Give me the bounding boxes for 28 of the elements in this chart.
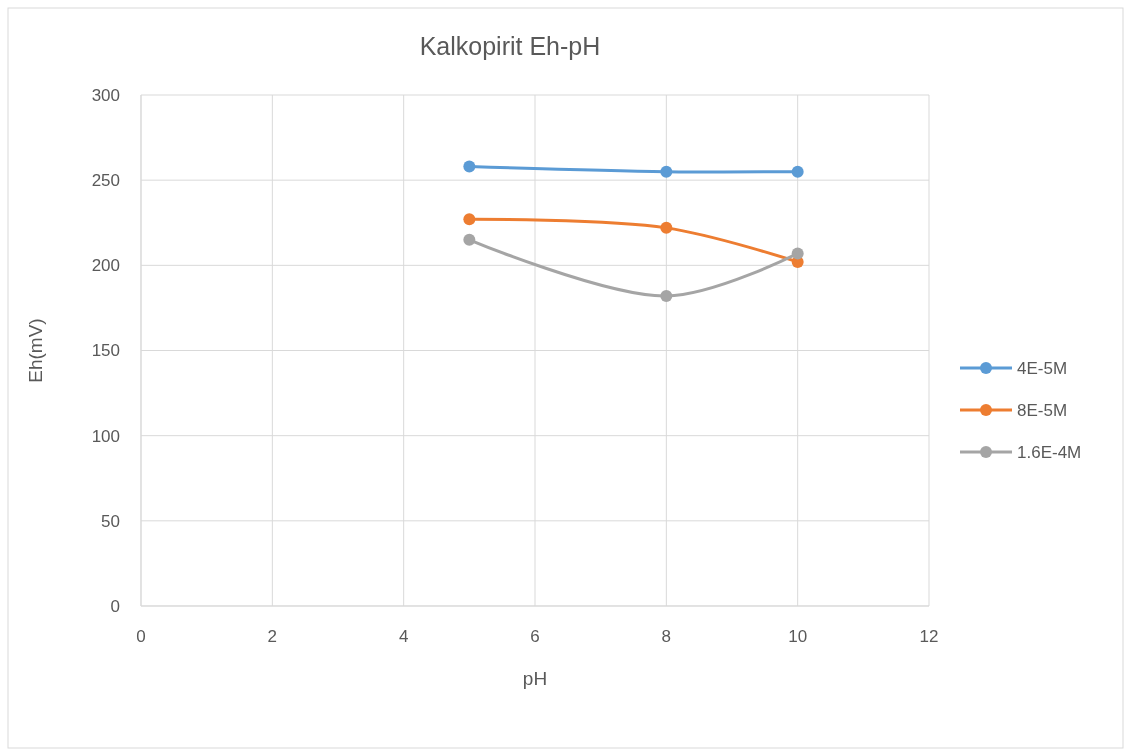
- y-tick-label: 150: [91, 341, 120, 361]
- point: [463, 213, 476, 226]
- y-axis-title: Eh(mV): [25, 318, 46, 383]
- x-axis-title: pH: [522, 668, 548, 689]
- legend-label: 1.6E-4M: [1017, 442, 1082, 462]
- x-tick-label: 12: [919, 627, 939, 646]
- y-tick-label: 50: [101, 511, 120, 531]
- legend-label: 4E-5M: [1017, 358, 1068, 378]
- y-tick-label: 300: [91, 85, 120, 105]
- x-tick-label: 4: [398, 627, 409, 646]
- legend-label: 8E-5M: [1017, 400, 1068, 420]
- point: [791, 247, 804, 260]
- y-tick-label: 200: [91, 256, 120, 276]
- point: [463, 233, 476, 246]
- point: [791, 165, 804, 178]
- y-tick-label: 100: [91, 426, 120, 446]
- point: [463, 160, 476, 173]
- chart-title: Kalkopirit Eh-pH: [419, 32, 601, 60]
- point: [660, 221, 673, 234]
- x-tick-label: 2: [267, 627, 278, 646]
- y-tick-label: 0: [110, 596, 120, 616]
- x-tick-label: 0: [136, 627, 146, 646]
- point: [660, 165, 673, 178]
- x-tick-label: 10: [788, 627, 808, 646]
- x-tick-label: 8: [661, 627, 672, 646]
- x-tick-label: 6: [530, 627, 540, 646]
- point: [660, 289, 673, 302]
- y-tick-label: 250: [91, 171, 120, 191]
